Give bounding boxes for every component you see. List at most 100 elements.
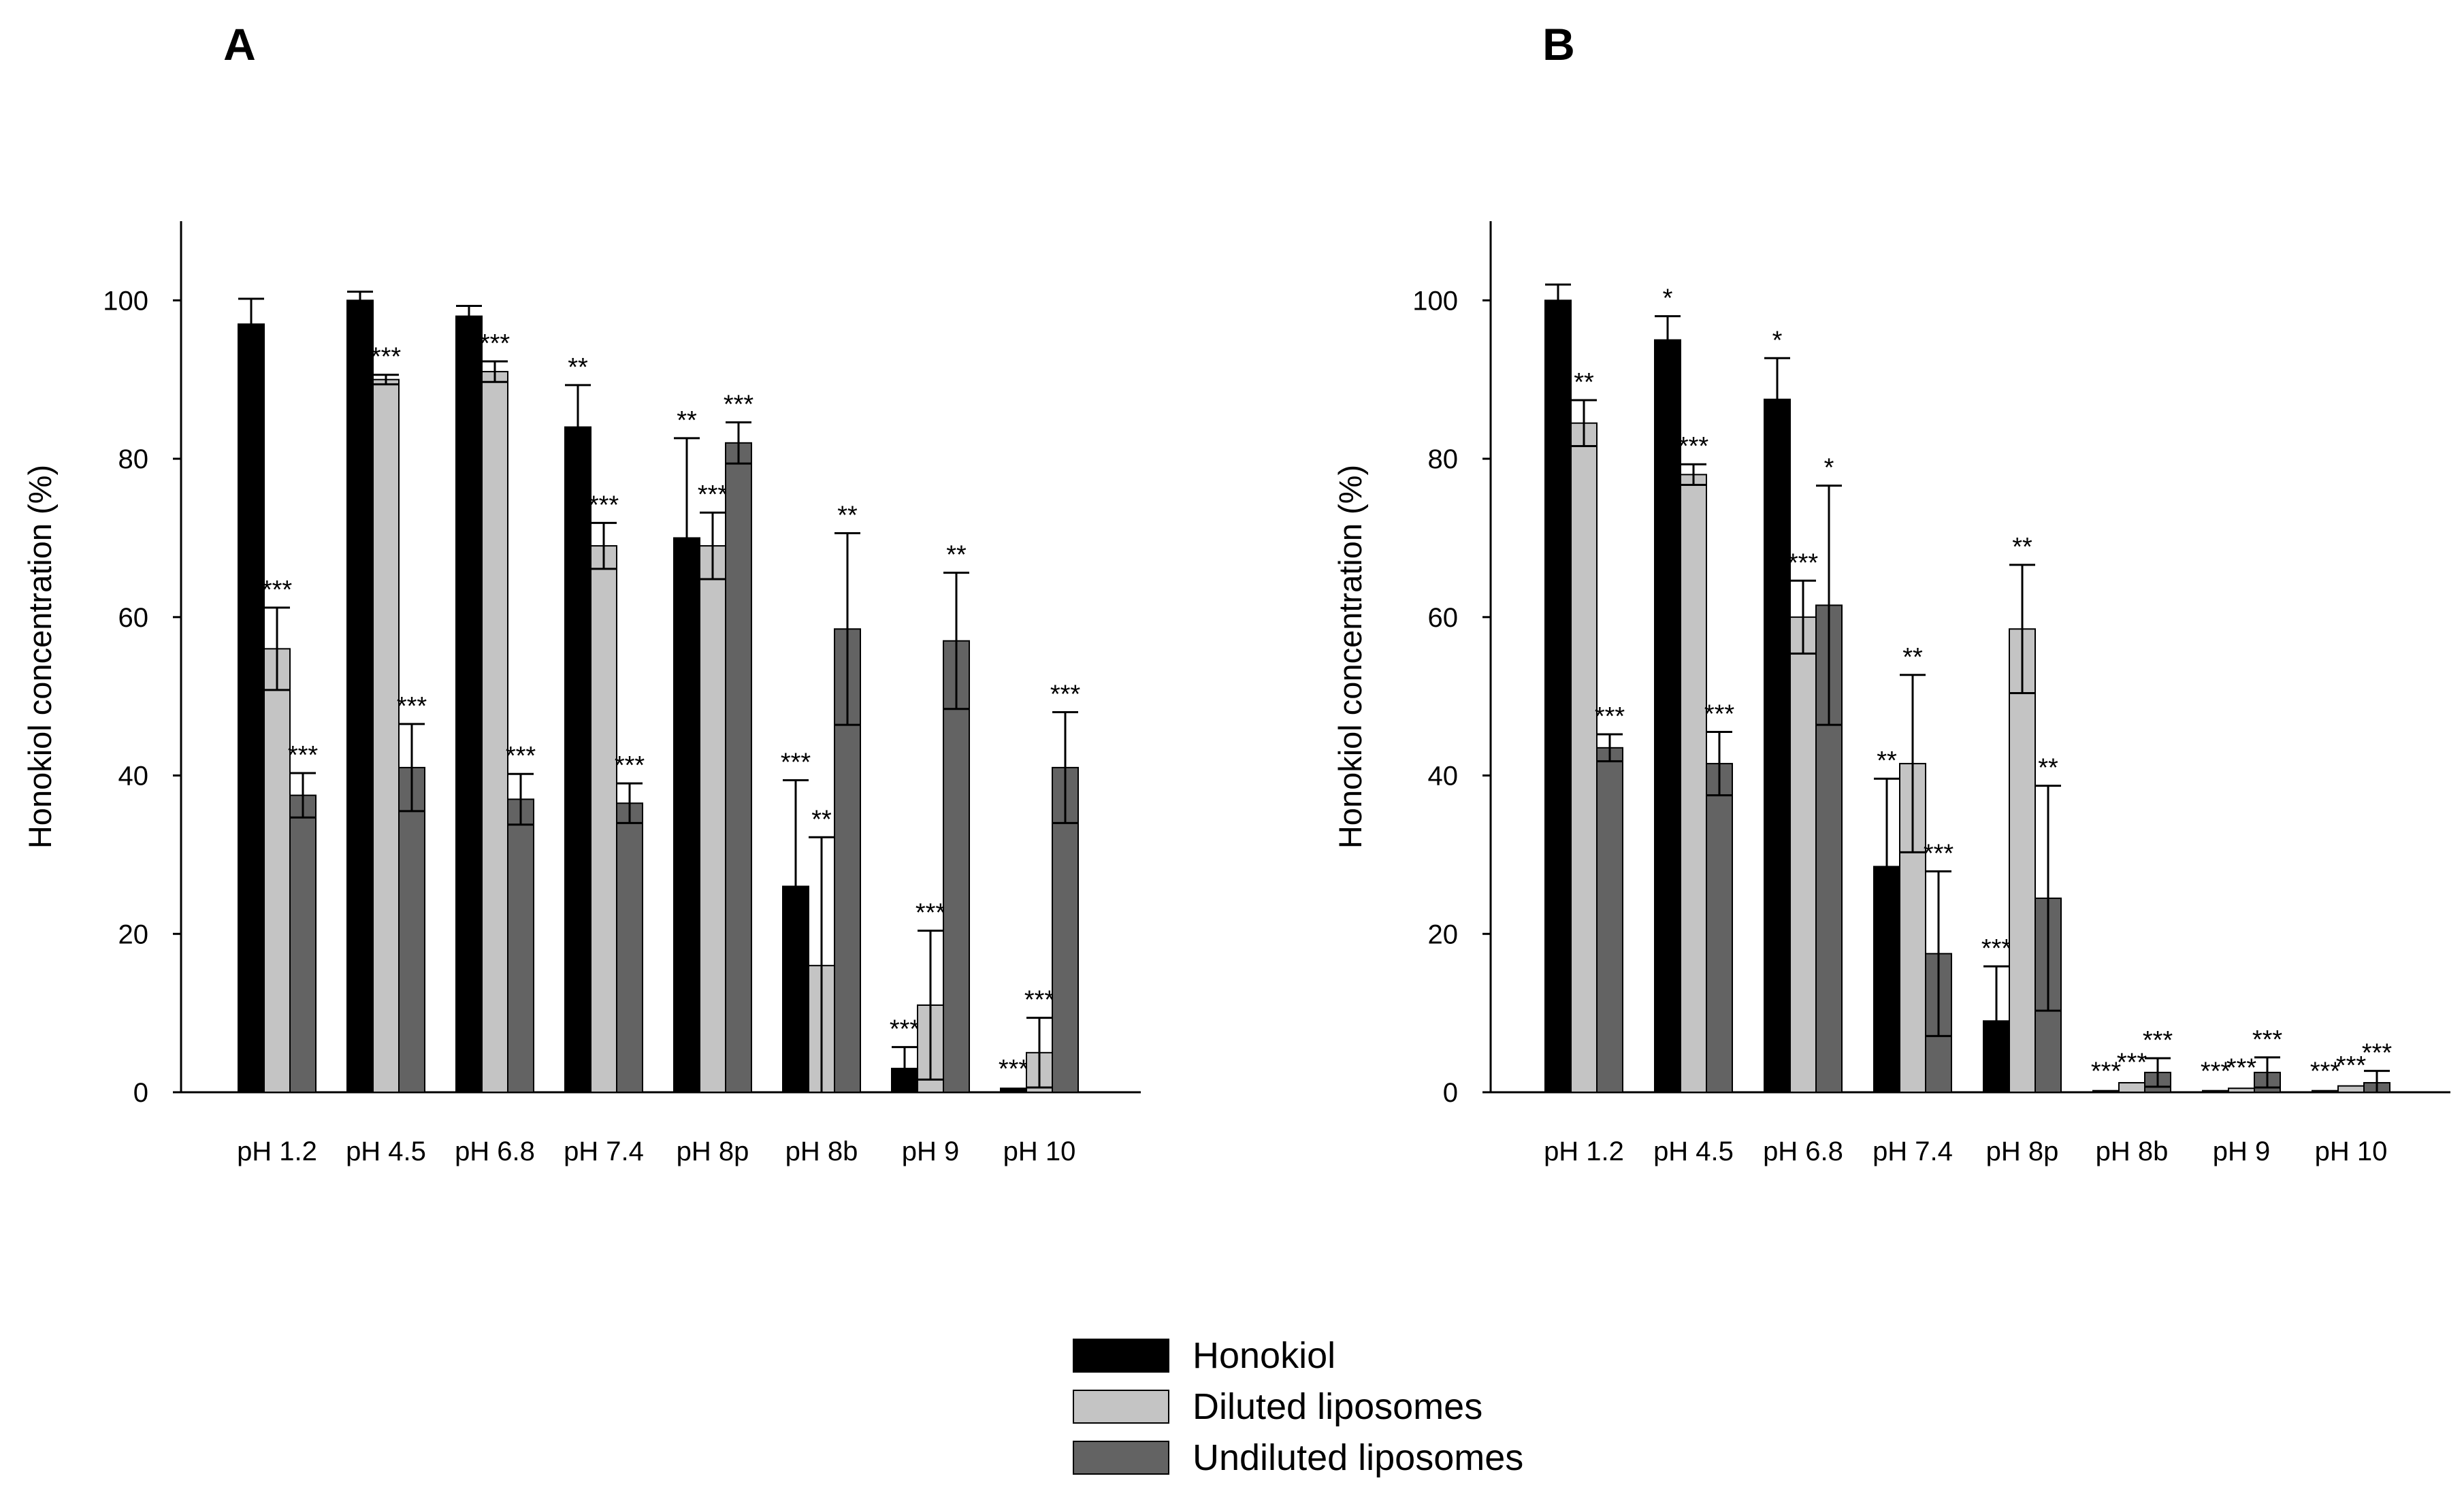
panel-a-bar-honokiol: [346, 299, 374, 1093]
panel-b-bar-undiluted: [1596, 747, 1623, 1094]
panel-b-significance-mark: ***: [1704, 700, 1735, 729]
panel-b-category-label: pH 8b: [2096, 1136, 2169, 1166]
panel-b: B Honokiol concentration (%) 0 20 40 60 80 10…: [1332, 19, 2450, 1166]
panel-a-category-label: pH 9: [902, 1136, 960, 1166]
panel-a-bar-honokiol: [238, 323, 265, 1094]
panel-b-bar-diluted: [2337, 1085, 2365, 1094]
panel-b-significance-mark: *: [1772, 326, 1783, 355]
panel-a-label: A: [223, 19, 256, 69]
panel-b-bar-honokiol: [2312, 1090, 2339, 1094]
panel-a-significance-mark: ***: [480, 329, 510, 358]
legend-label-undiluted: Undiluted liposomes: [1193, 1437, 1523, 1478]
panel-a-bar-diluted: [372, 378, 400, 1093]
panel-b-significance-mark: ***: [1788, 549, 1819, 577]
panel-a-bar-diluted: [590, 545, 617, 1093]
panel-b-bar-honokiol: [2202, 1090, 2229, 1094]
panel-a-significance-mark: ***: [506, 742, 536, 770]
panel-a-bar-undiluted: [1052, 766, 1079, 1093]
panel-b-category-label: pH 9: [2213, 1136, 2271, 1166]
panel-b-category-label: pH 10: [2315, 1136, 2388, 1166]
panel-a-bar-diluted: [481, 371, 508, 1093]
panel-b-significance-mark: **: [1902, 643, 1923, 672]
panel-a-significance-mark: ***: [1050, 680, 1081, 708]
panel-a-significance-mark: **: [568, 353, 588, 382]
panel-b-significance-mark: ***: [2201, 1057, 2231, 1085]
panel-b-y-tick-label: 100: [1412, 286, 1458, 316]
panel-a-significance-mark: **: [677, 406, 697, 435]
panel-a-category-label: pH 8b: [785, 1136, 858, 1166]
panel-a-y-tick-label: 20: [118, 919, 149, 949]
panel-b-bar-diluted: [1570, 422, 1598, 1093]
legend-label-honokiol: Honokiol: [1193, 1335, 1335, 1376]
legend-swatch-diluted: [1073, 1390, 1169, 1424]
panel-b-bar-honokiol: [1544, 299, 1572, 1093]
legend-swatch-honokiol: [1073, 1339, 1169, 1373]
legend-swatch-undiluted: [1073, 1441, 1169, 1475]
panel-b-y-axis-title: Honokiol concentration (%): [1332, 465, 1368, 849]
legend-label-diluted: Diluted liposomes: [1193, 1386, 1482, 1427]
panel-b-significance-mark: ***: [1981, 934, 2012, 963]
panel-b-category-label: pH 8p: [1986, 1136, 2059, 1166]
panel-a-significance-mark: ***: [698, 480, 728, 509]
panel-a-category-label: pH 4.5: [346, 1136, 426, 1166]
panel-b-significance-mark: ***: [2336, 1051, 2367, 1080]
panel-b-significance-mark: *: [1824, 454, 1834, 482]
panel-a-bar-undiluted: [616, 802, 643, 1093]
panel-a-bar-undiluted: [289, 794, 317, 1093]
panel-a-significance-mark: ***: [589, 491, 619, 519]
panel-a-y-tick-label: 80: [118, 444, 149, 474]
panel-b-bar-diluted: [1789, 616, 1817, 1093]
panel-b-y-tick-label: 80: [1428, 444, 1459, 474]
panel-b-y-tick-label: 40: [1428, 762, 1459, 791]
panel-a-bar-diluted: [699, 545, 726, 1093]
panel-a-bar-honokiol: [455, 315, 483, 1093]
panel-a-significance-mark: ***: [890, 1015, 920, 1044]
panel-a-category-label: pH 1.2: [237, 1136, 317, 1166]
panel-b-significance-mark: ***: [2091, 1057, 2122, 1085]
legend: Honokiol Diluted liposomes Undiluted lip…: [1073, 1335, 1523, 1478]
panel-a-significance-mark: **: [946, 541, 967, 570]
panel-b-significance-mark: *: [1663, 284, 1673, 313]
panel-a-category-label: pH 7.4: [564, 1136, 644, 1166]
panel-a-category-label: pH 10: [1003, 1136, 1076, 1166]
panel-a-y-axis-title: Honokiol concentration (%): [22, 465, 58, 849]
panel-b-label: B: [1542, 19, 1575, 69]
panel-a-category-label: pH 6.8: [455, 1136, 535, 1166]
panel-b-y-tick-label: 0: [1443, 1078, 1458, 1108]
panel-b-category-label: pH 7.4: [1873, 1136, 1953, 1166]
panel-a-bar-diluted: [263, 648, 291, 1093]
panel-a-significance-mark: ***: [1024, 986, 1055, 1015]
panel-a-significance-mark: ***: [615, 751, 645, 780]
panel-b-bar-undiluted: [1706, 763, 1733, 1094]
panel-a-significance-mark: ***: [781, 749, 811, 777]
panel-a-y-tick-label: 40: [118, 762, 149, 791]
panel-b-bar-diluted: [2009, 628, 2036, 1093]
panel-a-bar-undiluted: [507, 798, 534, 1094]
panel-a: A Honokiol concentration (%) 0 20 40 60 80 10…: [22, 19, 1141, 1166]
panel-a-bar-undiluted: [398, 766, 425, 1093]
panel-b-bar-honokiol: [2092, 1090, 2120, 1094]
panel-a-bar-undiluted: [943, 640, 970, 1093]
panel-a-bar-undiluted: [725, 442, 752, 1093]
panel-b-bar-honokiol: [1654, 339, 1681, 1094]
panel-a-significance-mark: ***: [915, 899, 946, 928]
panel-b-bar-diluted: [2118, 1082, 2145, 1094]
panel-b-significance-mark: **: [1877, 747, 1897, 775]
panel-a-bar-honokiol: [564, 426, 591, 1093]
panel-b-significance-mark: ***: [2117, 1049, 2147, 1077]
panel-b-significance-mark: ***: [2226, 1054, 2257, 1083]
panel-b-significance-mark: ***: [1924, 839, 1954, 868]
panel-a-significance-mark: ***: [371, 343, 402, 372]
panel-b-significance-mark: ***: [2310, 1057, 2341, 1085]
panel-b-significance-mark: ***: [2143, 1026, 2173, 1055]
panel-a-significance-mark: **: [811, 805, 832, 834]
panel-b-significance-mark: ***: [2252, 1026, 2283, 1054]
panel-a-significance-mark: ***: [262, 576, 293, 604]
panel-b-bar-diluted: [1680, 474, 1707, 1093]
panel-b-category-label: pH 1.2: [1544, 1136, 1624, 1166]
panel-a-y-tick-label: 100: [103, 286, 148, 316]
panel-b-significance-mark: ***: [1595, 702, 1625, 731]
panel-b-bar-undiluted: [2144, 1071, 2171, 1093]
panel-a-significance-mark: ***: [288, 741, 319, 770]
